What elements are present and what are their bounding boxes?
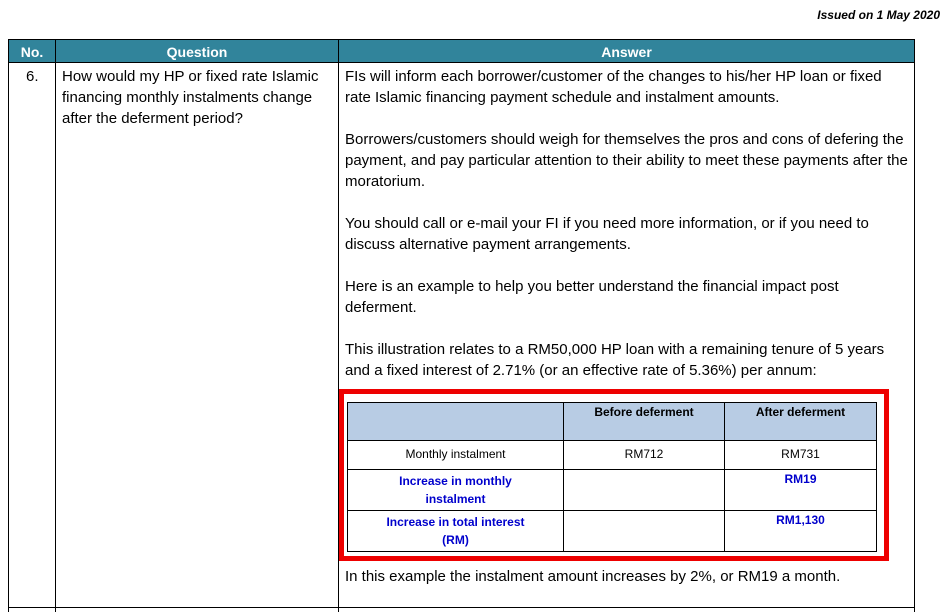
cell: RM1,130 (724, 510, 877, 552)
column-header: No. (8, 39, 56, 63)
row-number: 6. (26, 68, 39, 85)
column-header: Answer (338, 39, 915, 63)
example-table: Before deferment After deferment Monthly… (347, 402, 877, 552)
highlight-box (339, 389, 889, 561)
column-header: Question (55, 39, 339, 63)
paragraph: Borrowers/customers should weigh for the… (345, 131, 908, 190)
row: Increase in total interest (RM) RM1,130 (347, 510, 877, 552)
paragraph: Here is an example to help you better un… (345, 278, 839, 316)
answer: FIs will inform each borrower/customer o… (345, 66, 908, 402)
table-border (914, 39, 915, 612)
row: Monthly instalment RM712 RM731 (347, 440, 877, 470)
cell: RM19 (724, 469, 877, 511)
column-header: After deferment (724, 402, 877, 441)
blank-cell (563, 510, 725, 552)
row: Increase in monthly instalment RM19 (347, 469, 877, 511)
paragraph: You should call or e-mail your FI if you… (345, 215, 869, 253)
table-border (8, 607, 915, 608)
table-border (55, 39, 56, 612)
blank-cell (347, 402, 564, 441)
label-cell: Increase in monthly instalment (347, 469, 564, 511)
table-border (338, 39, 339, 612)
issue-date: Issued on 1 May 2020 (817, 8, 940, 22)
paragraph: FIs will inform each borrower/customer o… (345, 68, 882, 106)
question: How would my HP or fixed rate Islamic fi… (62, 68, 319, 127)
label: Increase in total interest (RM) (386, 515, 525, 547)
cell: RM731 (724, 440, 877, 470)
header-row: Before deferment After deferment (347, 402, 877, 441)
label-cell: Increase in total interest (RM) (347, 510, 564, 552)
conclusion: In this example the instalment amount in… (345, 568, 841, 585)
table-border (8, 39, 9, 612)
paragraph: This illustration relates to a RM50,000 … (345, 341, 885, 379)
label: Increase in monthly instalment (399, 474, 512, 506)
